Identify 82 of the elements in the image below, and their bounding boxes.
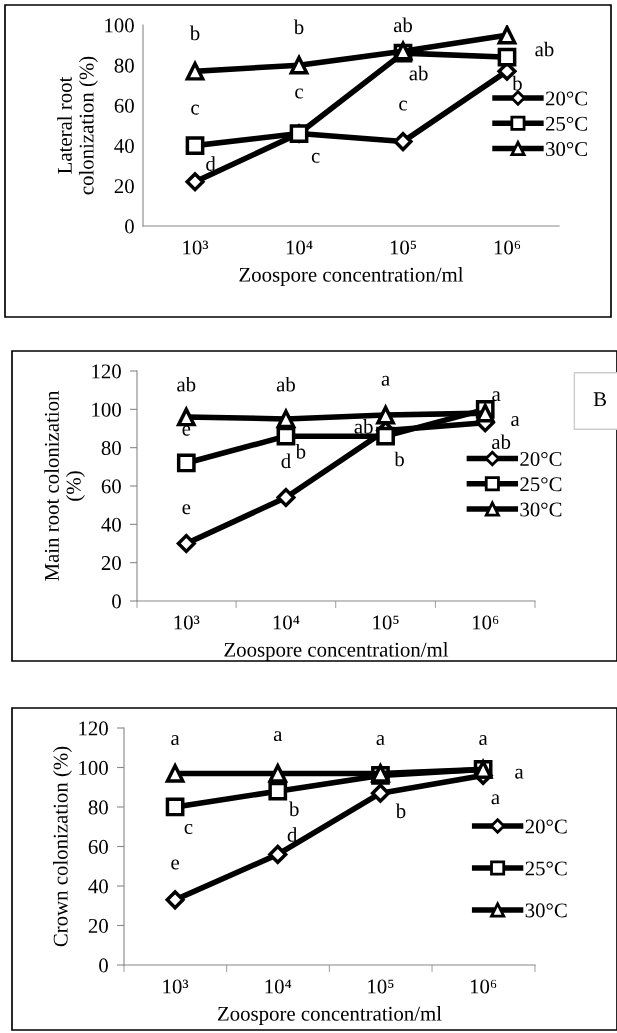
legend-label: 25°C bbox=[525, 861, 567, 876]
legend-label: 30°C bbox=[546, 141, 587, 157]
x-tick-label: 10⁴ bbox=[286, 240, 313, 255]
annotation: e bbox=[182, 504, 191, 515]
text: B bbox=[593, 392, 606, 407]
x-tick-label: 10⁵ bbox=[390, 240, 417, 255]
y-tick-label: 120 bbox=[79, 721, 108, 736]
annotation: a bbox=[273, 731, 283, 742]
x-axis-title: Zoospore concentration/ml bbox=[239, 267, 464, 287]
legend-label: 30°C bbox=[520, 502, 562, 517]
x-tick-label: 10⁴ bbox=[265, 979, 292, 994]
x-tick-label: 10⁴ bbox=[273, 615, 300, 630]
x-tick-label: 10³ bbox=[163, 979, 189, 994]
annotation: a bbox=[492, 391, 501, 402]
legend-label: 20°C bbox=[520, 451, 562, 467]
y-tick-label: 20 bbox=[88, 918, 108, 933]
legend-label: 25°C bbox=[520, 477, 562, 492]
y-tick-label: 120 bbox=[92, 364, 121, 379]
y-tick-label: 100 bbox=[105, 18, 134, 33]
annotation: c bbox=[311, 152, 320, 163]
legend-label: 20°C bbox=[525, 819, 567, 834]
x-axis-title: Zoospore concentration/ml bbox=[224, 642, 449, 662]
x-tick-label: 10⁵ bbox=[373, 615, 399, 630]
legend-label: 20°C bbox=[545, 91, 587, 106]
annotation: b bbox=[394, 451, 404, 467]
y-tick-label: 60 bbox=[88, 839, 108, 854]
annotation: ab bbox=[492, 434, 511, 450]
annotation: a bbox=[479, 735, 488, 746]
annotation: a bbox=[171, 735, 180, 746]
y-tick-label: 40 bbox=[88, 879, 108, 894]
annotation: a bbox=[381, 375, 390, 386]
annotation: c bbox=[184, 823, 193, 834]
annotation: b bbox=[295, 443, 306, 459]
y-tick-label: 20 bbox=[114, 179, 134, 194]
annotation: c bbox=[191, 104, 200, 115]
x-tick-label: 10⁶ bbox=[473, 615, 499, 630]
annotation: e bbox=[171, 859, 179, 870]
x-tick-label: 10⁶ bbox=[470, 979, 497, 994]
y-axis-title: Main root colonization (%) bbox=[44, 390, 85, 581]
y-tick-label: 60 bbox=[101, 479, 121, 494]
annotation: ab bbox=[276, 376, 295, 392]
annotation: e bbox=[182, 425, 191, 436]
y-tick-label: 100 bbox=[92, 402, 121, 417]
annotation: d bbox=[287, 827, 298, 842]
y-tick-label: 80 bbox=[88, 800, 108, 815]
y-axis-title: Lateral root colonization (%) bbox=[57, 56, 98, 195]
y-tick-label: 0 bbox=[125, 219, 134, 234]
legend-label: 30°C bbox=[525, 903, 567, 918]
x-tick-label: 10⁶ bbox=[494, 240, 521, 255]
x-axis-title: Zoospore concentration/ml bbox=[217, 1006, 442, 1026]
annotation: c bbox=[295, 88, 303, 99]
annotation: b bbox=[512, 75, 522, 91]
annotation: b bbox=[293, 19, 304, 35]
legend-label: 25°C bbox=[545, 116, 587, 131]
y-axis-title: Crown colonization (%) bbox=[53, 746, 72, 947]
y-tick-label: 80 bbox=[114, 58, 134, 73]
annotation: d bbox=[206, 156, 216, 171]
x-tick-label: 10⁵ bbox=[368, 979, 394, 994]
x-tick-label: 10³ bbox=[183, 240, 209, 255]
y-tick-label: 40 bbox=[114, 138, 134, 154]
annotation: a bbox=[376, 735, 385, 746]
y-tick-label: 0 bbox=[99, 958, 108, 973]
annotation: a bbox=[515, 768, 524, 779]
y-tick-label: 20 bbox=[101, 556, 121, 571]
x-tick-label: 10³ bbox=[174, 615, 200, 630]
annotation: ab bbox=[354, 419, 373, 434]
y-tick-label: 80 bbox=[101, 441, 121, 456]
annotation: b bbox=[395, 803, 406, 819]
annotation: ab bbox=[177, 376, 196, 392]
annotation: d bbox=[281, 453, 291, 469]
annotation: ab bbox=[535, 41, 554, 57]
y-tick-label: 0 bbox=[112, 594, 121, 609]
annotation: b bbox=[189, 25, 200, 41]
annotation: ab bbox=[409, 65, 428, 81]
annotation: b bbox=[288, 801, 299, 817]
y-tick-label: 100 bbox=[79, 760, 108, 775]
annotation: a bbox=[491, 794, 500, 805]
y-tick-label: 40 bbox=[101, 517, 121, 532]
annotation: a bbox=[511, 416, 520, 427]
annotation: ab bbox=[393, 17, 413, 33]
y-tick-label: 60 bbox=[114, 98, 134, 113]
annotation: c bbox=[399, 100, 407, 111]
